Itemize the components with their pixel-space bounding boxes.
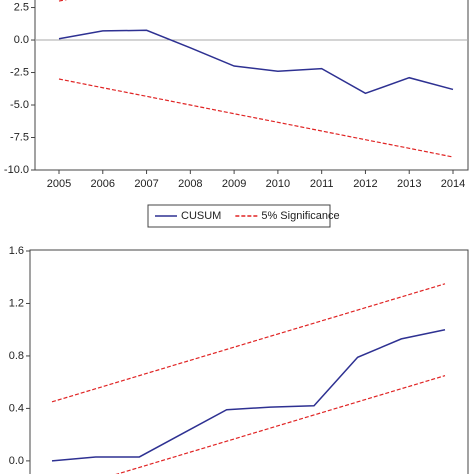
x-tick-label: 2006 xyxy=(91,178,115,190)
x-tick-label: 2005 xyxy=(47,178,71,190)
x-tick-label: 2010 xyxy=(266,178,290,190)
x-tick-label: 2014 xyxy=(441,178,465,190)
x-tick-label: 2009 xyxy=(222,178,246,190)
x-tick-label: 2011 xyxy=(310,178,334,190)
plot-frame xyxy=(29,249,469,474)
plot-area xyxy=(58,0,454,158)
plot-area xyxy=(51,283,446,474)
y-tick-label: 0.0 xyxy=(14,34,29,46)
x-tick-label: 2013 xyxy=(397,178,421,190)
x-tick-label: 2007 xyxy=(134,178,158,190)
y-tick-label: 2.5 xyxy=(14,1,29,13)
y-tick-label: 0.4 xyxy=(9,402,24,414)
y-tick-label: -5.0 xyxy=(10,99,29,111)
plot-frame xyxy=(34,0,469,171)
series-line xyxy=(115,375,446,474)
series-line xyxy=(51,328,446,462)
y-tick-label: -7.5 xyxy=(10,131,29,143)
series-line xyxy=(58,78,454,158)
y-tick-label: 1.6 xyxy=(9,245,24,257)
series-line xyxy=(51,283,446,403)
y-tick-label: 0.0 xyxy=(9,455,24,467)
legend-label: 5% Significance xyxy=(261,210,339,222)
series-line xyxy=(58,29,454,95)
x-tick-label: 2008 xyxy=(178,178,202,190)
y-tick-label: 1.2 xyxy=(9,297,24,309)
x-tick-label: 2012 xyxy=(353,178,377,190)
series-line xyxy=(58,0,68,2)
y-tick-label: -10.0 xyxy=(4,164,29,176)
y-tick-label: -2.5 xyxy=(10,66,29,78)
y-tick-label: 0.8 xyxy=(9,350,24,362)
legend-label: CUSUM xyxy=(181,210,221,222)
